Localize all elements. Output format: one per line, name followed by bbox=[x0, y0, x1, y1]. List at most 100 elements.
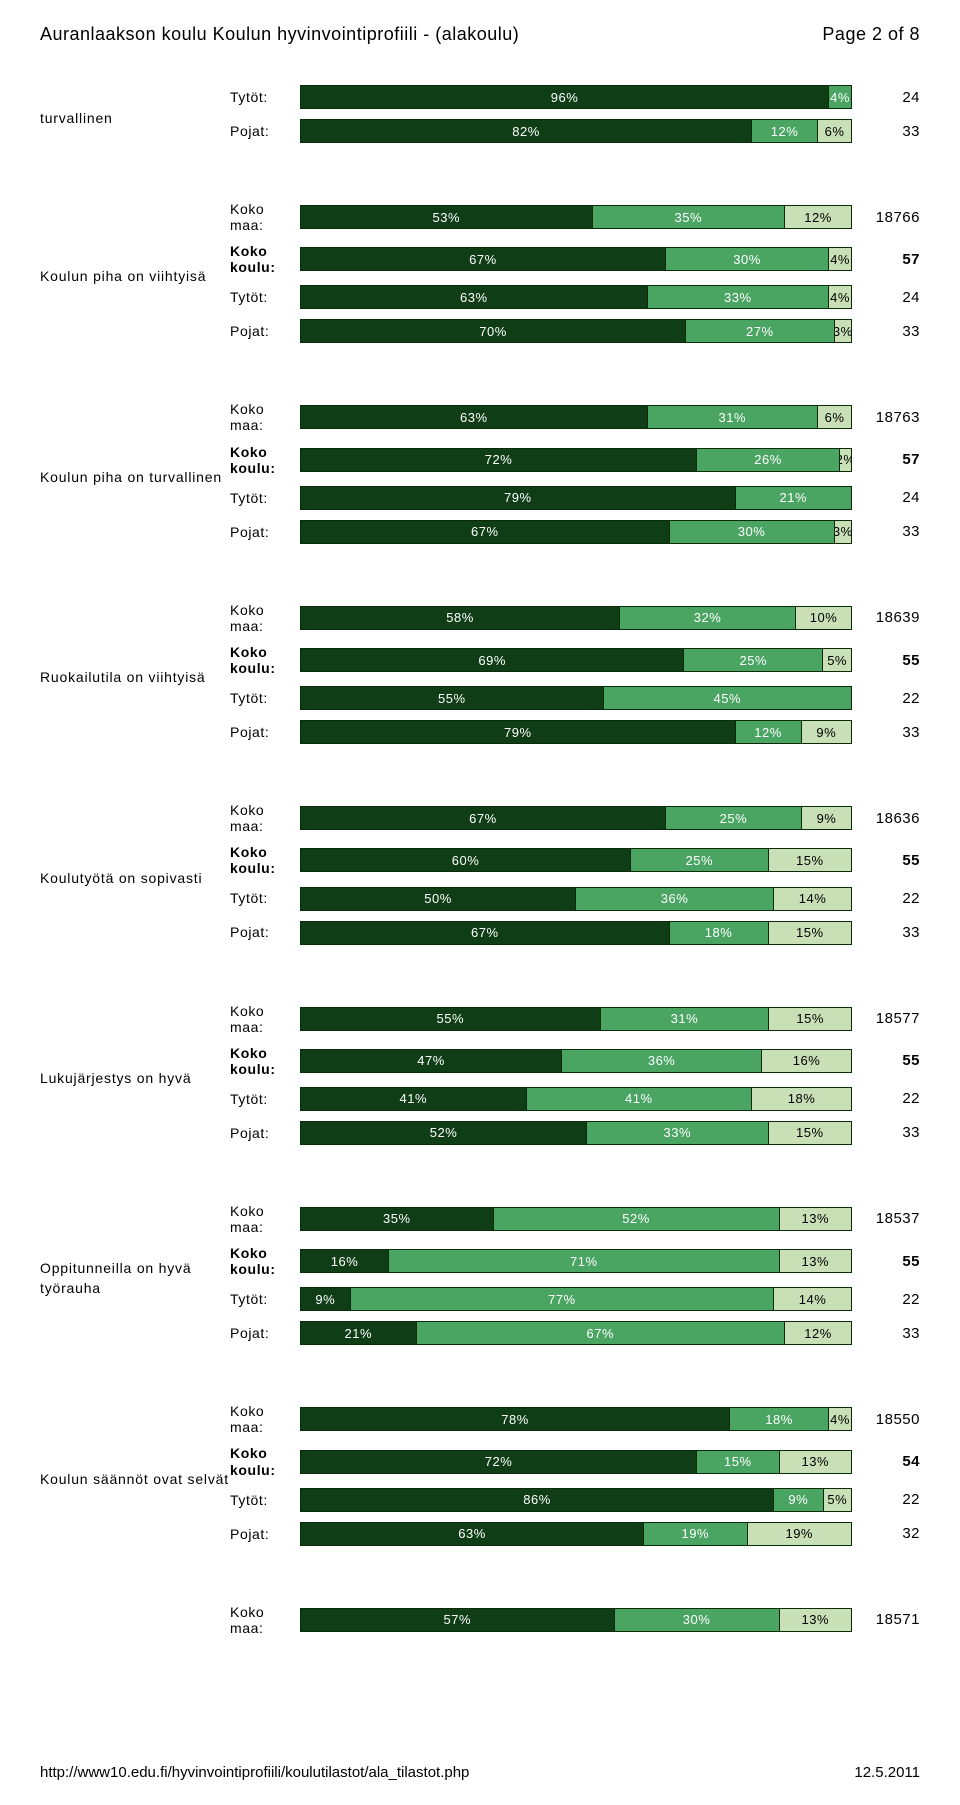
chart-row: Pojat:82%12%6%33 bbox=[230, 119, 920, 143]
stacked-bar: 41%41%18% bbox=[300, 1087, 852, 1111]
stacked-bar: 63%19%19% bbox=[300, 1522, 852, 1546]
stacked-bar: 55%31%15% bbox=[300, 1007, 852, 1031]
row-label: Koko koulu: bbox=[230, 1245, 300, 1277]
bar-segment: 4% bbox=[829, 86, 851, 108]
row-count: 18550 bbox=[852, 1411, 920, 1428]
row-label: Koko koulu: bbox=[230, 1445, 300, 1477]
stacked-bar: 67%18%15% bbox=[300, 921, 852, 945]
section-title: Koulun säännöt ovat selvät bbox=[40, 1403, 230, 1555]
chart-section: Koulun piha on turvallinenKoko maa:63%31… bbox=[40, 401, 920, 553]
section-title: Koulun piha on viihtyisä bbox=[40, 201, 230, 353]
row-label: Tytöt: bbox=[230, 1492, 300, 1508]
row-label: Koko maa: bbox=[230, 1604, 300, 1636]
row-count: 33 bbox=[852, 523, 920, 540]
bar-segment: 9% bbox=[802, 721, 852, 743]
stacked-bar: 67%30%4% bbox=[300, 247, 852, 271]
bar-segment: 4% bbox=[829, 286, 851, 308]
section-title: turvallinen bbox=[40, 85, 230, 153]
stacked-bar: 9%77%14% bbox=[300, 1287, 852, 1311]
bar-segment: 67% bbox=[417, 1322, 786, 1344]
bar-segment: 25% bbox=[684, 649, 823, 671]
bar-segment: 86% bbox=[301, 1489, 774, 1511]
bar-segment: 57% bbox=[301, 1609, 615, 1631]
bar-segment: 67% bbox=[301, 248, 666, 270]
stacked-bar: 21%67%12% bbox=[300, 1321, 852, 1345]
row-count: 55 bbox=[852, 852, 920, 869]
row-label: Tytöt: bbox=[230, 289, 300, 305]
section-rows: Koko maa:53%35%12%18766Koko koulu:67%30%… bbox=[230, 201, 920, 353]
row-count: 57 bbox=[852, 251, 920, 268]
chart-row: Pojat:21%67%12%33 bbox=[230, 1321, 920, 1345]
row-count: 55 bbox=[852, 1253, 920, 1270]
row-label: Koko maa: bbox=[230, 802, 300, 834]
row-count: 22 bbox=[852, 690, 920, 707]
section-rows: Koko maa:55%31%15%18577Koko koulu:47%36%… bbox=[230, 1003, 920, 1155]
bar-segment: 15% bbox=[769, 1008, 851, 1030]
stacked-bar: 72%26%2% bbox=[300, 448, 852, 472]
chart-row: Pojat:79%12%9%33 bbox=[230, 720, 920, 744]
bar-segment: 55% bbox=[301, 1008, 601, 1030]
row-label: Pojat: bbox=[230, 323, 300, 339]
chart-row: Tytöt:55%45%22 bbox=[230, 686, 920, 710]
stacked-bar: 35%52%13% bbox=[300, 1207, 852, 1231]
chart-row: Pojat:63%19%19%32 bbox=[230, 1522, 920, 1546]
chart-row: Koko maa:58%32%10%18639 bbox=[230, 602, 920, 634]
row-count: 22 bbox=[852, 1291, 920, 1308]
row-count: 18571 bbox=[852, 1611, 920, 1628]
bar-segment: 15% bbox=[697, 1451, 780, 1473]
chart-row: Pojat:67%18%15%33 bbox=[230, 921, 920, 945]
chart-row: Koko maa:57%30%13%18571 bbox=[230, 1604, 920, 1636]
section-rows: Tytöt:96%4%24Pojat:82%12%6%33 bbox=[230, 85, 920, 153]
row-label: Koko koulu: bbox=[230, 243, 300, 275]
footer-url: http://www10.edu.fi/hyvinvointiprofiili/… bbox=[40, 1764, 469, 1781]
row-label: Koko koulu: bbox=[230, 1045, 300, 1077]
chart-section: Ruokailutila on viihtyisäKoko maa:58%32%… bbox=[40, 602, 920, 754]
stacked-bar: 16%71%13% bbox=[300, 1249, 852, 1273]
bar-segment: 30% bbox=[615, 1609, 780, 1631]
chart-row: Tytöt:79%21%24 bbox=[230, 486, 920, 510]
bar-segment: 12% bbox=[752, 120, 818, 142]
stacked-bar: 82%12%6% bbox=[300, 119, 852, 143]
chart-container: turvallinenTytöt:96%4%24Pojat:82%12%6%33… bbox=[40, 85, 920, 1646]
row-label: Pojat: bbox=[230, 1526, 300, 1542]
row-label: Koko koulu: bbox=[230, 444, 300, 476]
row-label: Tytöt: bbox=[230, 89, 300, 105]
bar-segment: 4% bbox=[829, 248, 851, 270]
section-title: Koulutyötä on sopivasti bbox=[40, 802, 230, 954]
section-rows: Koko maa:35%52%13%18537Koko koulu:16%71%… bbox=[230, 1203, 920, 1355]
stacked-bar: 58%32%10% bbox=[300, 606, 852, 630]
row-count: 33 bbox=[852, 123, 920, 140]
chart-row: Tytöt:63%33%4%24 bbox=[230, 285, 920, 309]
row-count: 18639 bbox=[852, 609, 920, 626]
row-label: Pojat: bbox=[230, 924, 300, 940]
row-label: Koko maa: bbox=[230, 201, 300, 233]
row-label: Pojat: bbox=[230, 724, 300, 740]
chart-row: Tytöt:41%41%18%22 bbox=[230, 1087, 920, 1111]
bar-segment: 63% bbox=[301, 286, 648, 308]
page-header: Auranlaakson koulu Koulun hyvinvointipro… bbox=[40, 24, 920, 45]
bar-segment: 45% bbox=[604, 687, 852, 709]
bar-segment: 2% bbox=[840, 449, 851, 471]
bar-segment: 67% bbox=[301, 521, 670, 543]
row-count: 18537 bbox=[852, 1210, 920, 1227]
bar-segment: 9% bbox=[802, 807, 851, 829]
row-label: Tytöt: bbox=[230, 1291, 300, 1307]
bar-segment: 77% bbox=[351, 1288, 775, 1310]
bar-segment: 72% bbox=[301, 449, 697, 471]
row-count: 54 bbox=[852, 1453, 920, 1470]
row-count: 55 bbox=[852, 1052, 920, 1069]
bar-segment: 6% bbox=[818, 120, 851, 142]
bar-segment: 79% bbox=[301, 487, 736, 509]
bar-segment: 15% bbox=[769, 922, 852, 944]
row-label: Tytöt: bbox=[230, 890, 300, 906]
row-count: 18766 bbox=[852, 209, 920, 226]
stacked-bar: 96%4% bbox=[300, 85, 852, 109]
chart-section: Oppitunneilla on hyvä työrauhaKoko maa:3… bbox=[40, 1203, 920, 1355]
bar-segment: 31% bbox=[601, 1008, 770, 1030]
row-count: 18763 bbox=[852, 409, 920, 426]
stacked-bar: 63%33%4% bbox=[300, 285, 852, 309]
chart-row: Koko maa:67%25%9%18636 bbox=[230, 802, 920, 834]
bar-segment: 32% bbox=[620, 607, 796, 629]
bar-segment: 25% bbox=[666, 807, 802, 829]
section-title: Koulun piha on turvallinen bbox=[40, 401, 230, 553]
